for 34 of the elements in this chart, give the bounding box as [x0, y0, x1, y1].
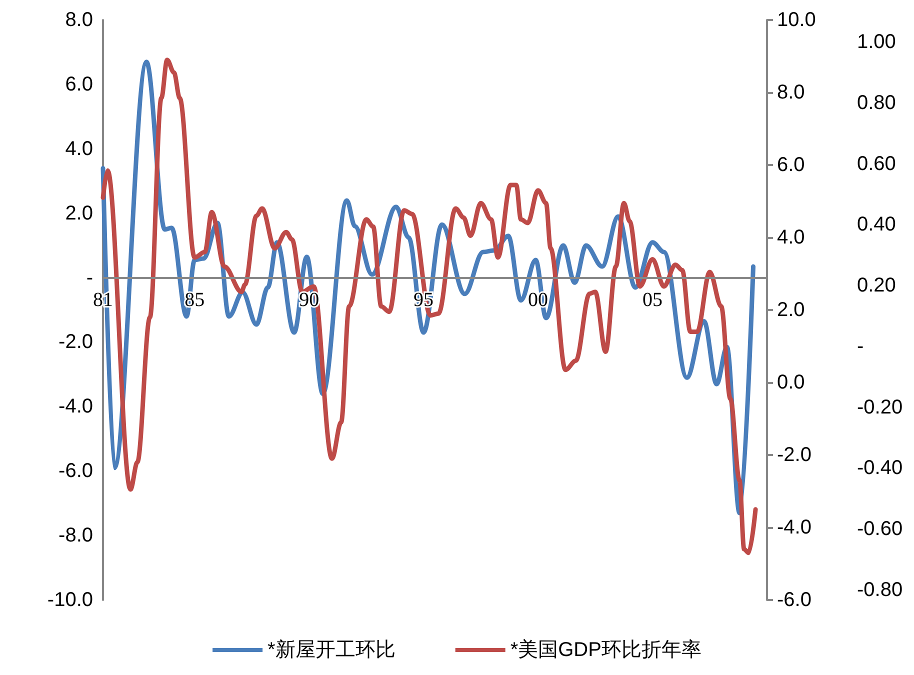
- y-tick-label: -2.0: [58, 331, 93, 354]
- y3-tick-label: -0.80: [857, 579, 903, 601]
- y-tick-label: -: [86, 266, 93, 289]
- y3-tick-label: -0.20: [857, 396, 903, 418]
- y2-tick-label: -6.0: [777, 589, 812, 611]
- y2-tick-label: -2.0: [777, 444, 812, 466]
- y2-tick-label: 8.0: [777, 82, 805, 104]
- y-tick-label: -10.0: [47, 589, 93, 611]
- y3-tick-label: -: [857, 335, 864, 358]
- y-tick-label: -6.0: [58, 460, 93, 482]
- y3-tick-label: 0.20: [857, 274, 896, 297]
- x-tick-label: 05: [642, 288, 663, 311]
- y2-tick-label: 10.0: [777, 9, 816, 31]
- y-tick-label: 4.0: [65, 138, 93, 160]
- y2-tick-label: 6.0: [777, 154, 805, 176]
- x-tick-label: 95: [414, 288, 434, 311]
- y2-tick-label: 0.0: [777, 372, 805, 394]
- y3-tick-label: 0.80: [857, 92, 896, 114]
- y-tick-label: -4.0: [58, 396, 93, 418]
- y3-tick-label: 0.60: [857, 152, 896, 175]
- y3-tick-label: 0.40: [857, 214, 896, 236]
- y3-tick-label: 1.00: [857, 31, 896, 53]
- y3-tick-label: -0.60: [857, 518, 903, 540]
- legend-label: *新屋开工环比: [268, 639, 396, 661]
- y-tick-label: 2.0: [65, 202, 93, 224]
- y3-tick-label: -0.40: [857, 457, 903, 480]
- y2-tick-label: -4.0: [777, 516, 812, 538]
- y-tick-label: -8.0: [58, 524, 93, 547]
- x-tick-label: 90: [299, 288, 320, 311]
- y-tick-label: 6.0: [65, 73, 93, 96]
- legend-label: *美国GDP环比折年率: [510, 638, 702, 661]
- y2-tick-label: 4.0: [777, 226, 805, 248]
- y-tick-label: 8.0: [65, 9, 93, 31]
- y2-tick-label: 2.0: [777, 299, 805, 321]
